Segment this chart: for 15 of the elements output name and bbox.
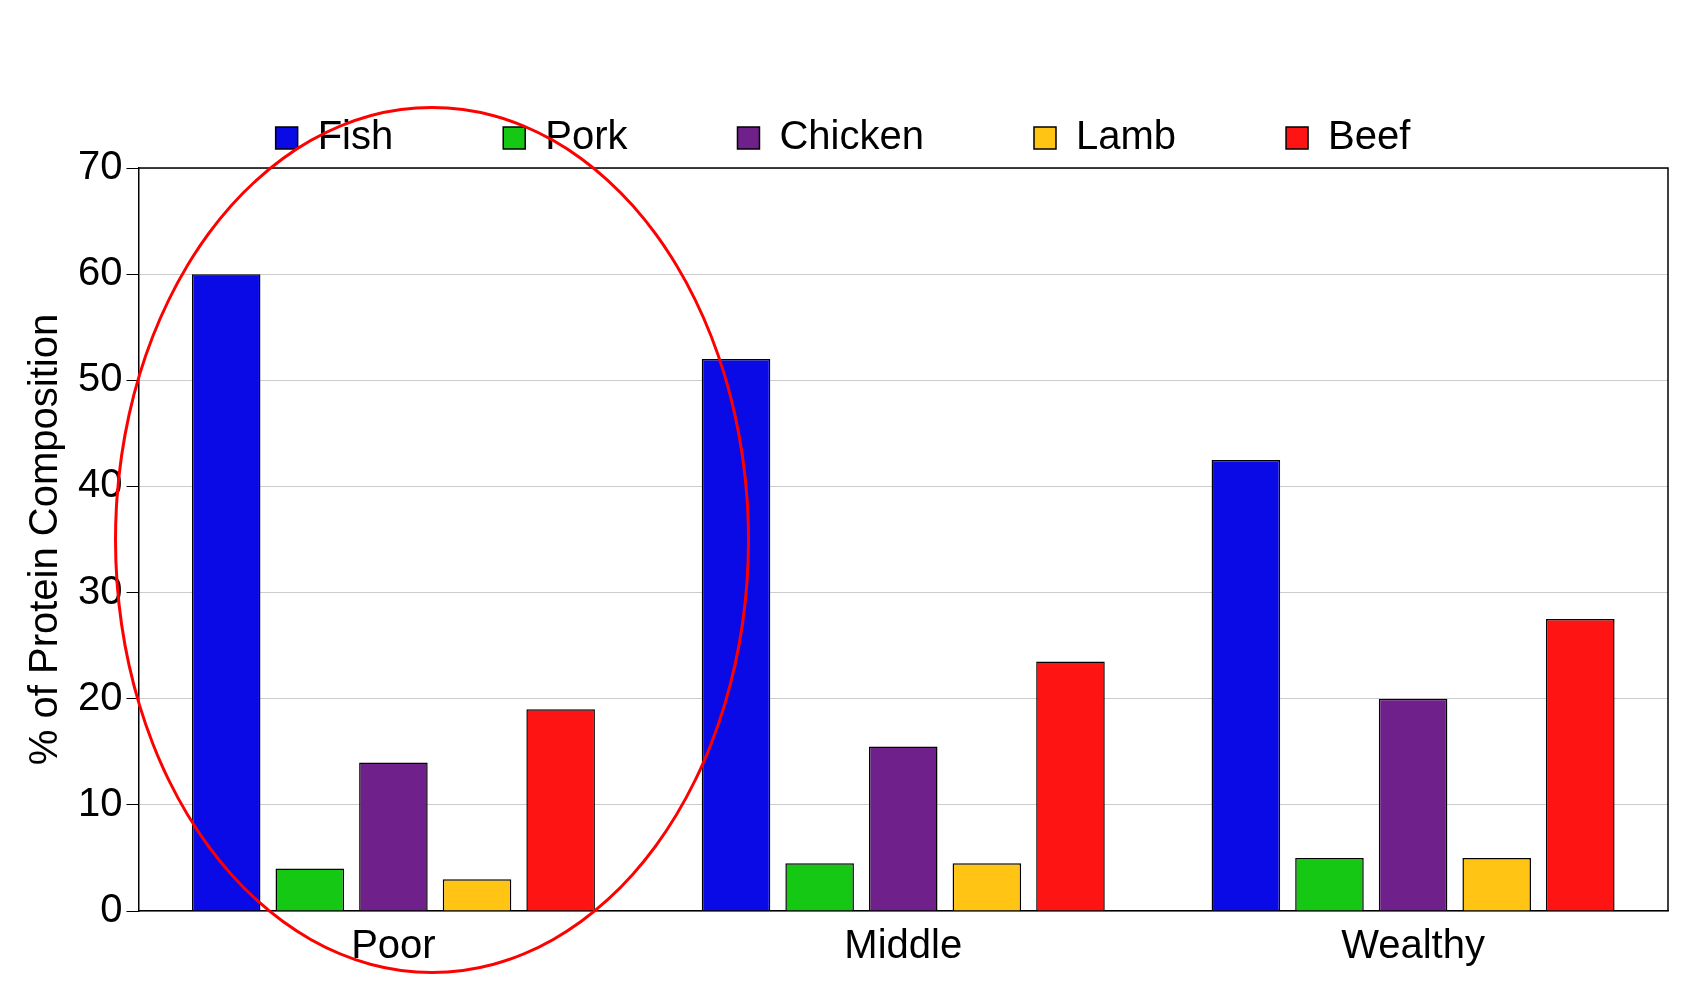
y-tick-label: 0 — [100, 886, 123, 931]
y-tick-label: 20 — [77, 673, 123, 718]
y-tick-label: 50 — [77, 355, 123, 400]
legend-label: Fish — [317, 113, 394, 158]
y-tick-label: 60 — [77, 249, 123, 294]
y-axis-title: % of Protein Composition — [21, 313, 66, 766]
x-tick-label: Poor — [351, 922, 436, 967]
x-tick-label: Wealthy — [1341, 922, 1485, 967]
legend-label: Chicken — [779, 113, 924, 158]
y-tick-label: 70 — [77, 143, 123, 188]
legend-label: Pork — [545, 113, 629, 158]
x-tick-label: Middle — [844, 922, 963, 967]
y-tick-label: 10 — [77, 779, 123, 824]
legend-label: Beef — [1328, 113, 1412, 158]
legend-label: Lamb — [1075, 113, 1177, 158]
